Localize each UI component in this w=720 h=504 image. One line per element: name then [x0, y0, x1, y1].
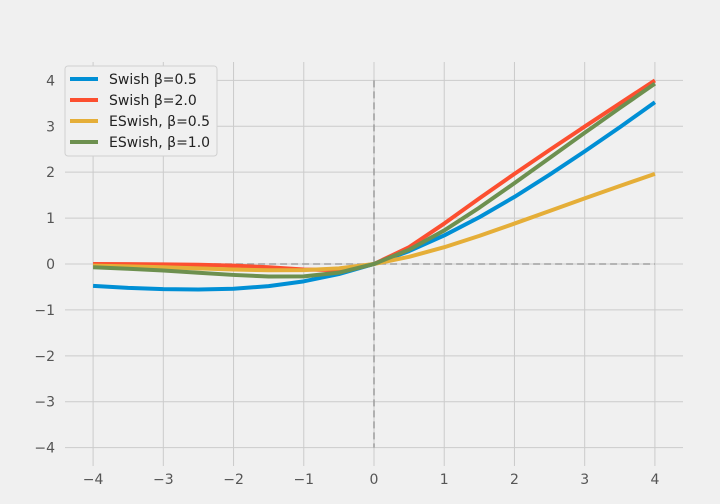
- y-tick-label: −2: [34, 349, 55, 365]
- y-tick-label: −3: [34, 395, 55, 411]
- y-tick-label: 2: [46, 165, 55, 181]
- y-tick-label: 4: [46, 73, 55, 89]
- x-tick-label: 1: [440, 472, 449, 488]
- y-tick-label: 3: [46, 119, 55, 135]
- x-tick-label: −2: [223, 472, 244, 488]
- tick-labels: −4 −3 −2 −1 0 1 2 3 4 −4 −3 −2 −1 0 1 2 3 4: [34, 73, 659, 488]
- legend-label-1: Swish β=2.0: [109, 93, 197, 109]
- legend-label-0: Swish β=0.5: [109, 72, 197, 88]
- y-tick-label: −1: [34, 303, 55, 319]
- y-tick-label: 0: [46, 257, 55, 273]
- legend-label-3: ESwish, β=1.0: [109, 135, 210, 151]
- x-tick-label: −1: [293, 472, 314, 488]
- x-tick-label: 4: [650, 472, 659, 488]
- legend-label-2: ESwish, β=0.5: [109, 114, 210, 130]
- legend: Swish β=0.5 Swish β=2.0 ESwish, β=0.5 ESwis…: [64, 65, 218, 157]
- x-tick-label: 3: [580, 472, 589, 488]
- legend-box: [64, 65, 218, 157]
- y-tick-label: −4: [34, 441, 55, 457]
- series-lines: [92, 78, 657, 292]
- x-tick-label: −3: [153, 472, 174, 488]
- series-line-3: [93, 82, 657, 279]
- x-tick-label: 0: [370, 472, 379, 488]
- y-tick-label: 1: [46, 211, 55, 227]
- x-tick-label: −4: [83, 472, 104, 488]
- x-tick-label: 2: [510, 472, 519, 488]
